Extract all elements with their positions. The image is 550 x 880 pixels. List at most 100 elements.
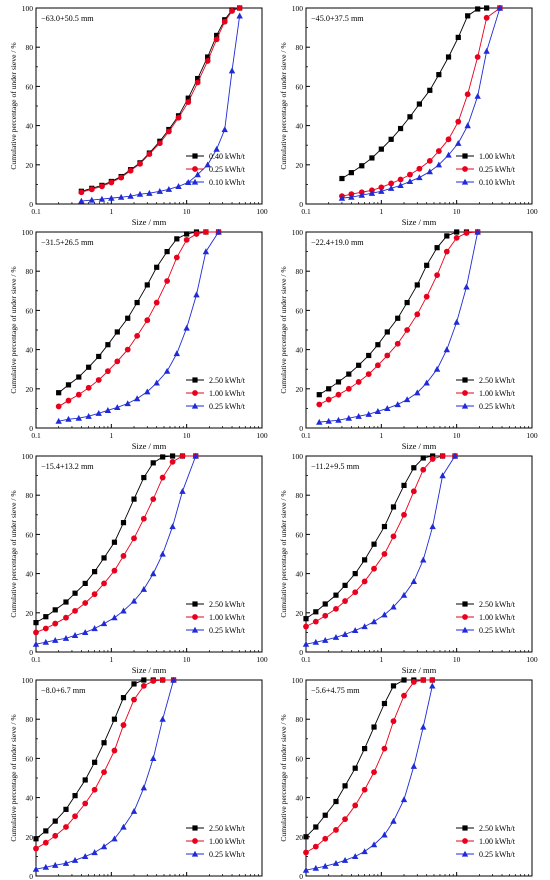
data-point — [333, 605, 339, 612]
data-point — [72, 793, 78, 799]
data-point — [429, 682, 436, 689]
legend-entry: 0.25 kWh/t — [209, 850, 246, 859]
legend-marker — [462, 390, 468, 396]
data-point — [111, 614, 118, 621]
data-point — [170, 676, 177, 683]
data-point — [464, 122, 471, 129]
panel-title: −63.0+50.5 mm — [41, 14, 94, 23]
y-tick-label: 0 — [29, 424, 33, 433]
data-point — [144, 317, 151, 324]
panel-title: −45.0+37.5 mm — [311, 14, 364, 23]
data-point — [465, 13, 471, 19]
data-point — [32, 640, 40, 647]
y-tick-label: 0 — [299, 872, 303, 880]
data-point — [95, 410, 102, 416]
data-point — [332, 634, 340, 640]
legend-marker — [192, 153, 198, 159]
legend-entry: 0.25 kWh/t — [479, 165, 516, 174]
data-point — [91, 786, 98, 793]
data-point — [423, 379, 430, 386]
panel-title: −5.6+4.75 mm — [311, 686, 360, 695]
data-point — [316, 401, 323, 408]
data-point — [430, 453, 436, 459]
y-tick-label: 100 — [22, 228, 34, 237]
y-tick-label: 0 — [299, 648, 303, 657]
data-point — [453, 318, 460, 325]
data-point — [407, 114, 413, 120]
plot-frame — [305, 231, 533, 429]
data-point — [463, 230, 470, 236]
data-point — [205, 54, 211, 60]
data-point — [185, 99, 192, 105]
data-point — [159, 677, 166, 683]
legend-marker — [192, 390, 198, 396]
data-point — [414, 389, 421, 396]
y-axis-label: Cumulative percentage of under sieve / % — [9, 490, 18, 618]
data-point — [98, 195, 106, 202]
y-tick-label: 80 — [26, 491, 34, 500]
legend: 2.50 kWh/t 1.00 kWh/t 0.25 kWh/t — [456, 824, 516, 859]
data-point — [33, 629, 39, 636]
y-axis-label: Cumulative percentage of under sieve / % — [279, 266, 288, 394]
legend-entry: 0.40 kWh/t — [209, 152, 246, 161]
data-point — [101, 555, 107, 561]
data-point — [411, 465, 417, 471]
data-point — [445, 54, 452, 60]
y-tick-label: 100 — [292, 452, 304, 461]
data-point — [75, 391, 82, 398]
data-point — [140, 784, 148, 791]
data-point — [204, 58, 211, 64]
data-point — [159, 715, 166, 722]
data-point — [338, 194, 346, 201]
data-point — [342, 598, 348, 604]
x-tick-label: 100 — [256, 431, 268, 440]
y-tick-label: 20 — [296, 161, 304, 170]
x-tick-label: 0.1 — [31, 431, 41, 440]
data-point — [332, 859, 340, 866]
y-tick-label: 20 — [26, 833, 34, 842]
y-tick-label: 60 — [26, 306, 34, 315]
y-tick-label: 0 — [29, 200, 33, 209]
data-point — [390, 504, 397, 510]
data-point — [352, 853, 359, 859]
panel-title: −11.2+9.5 mm — [311, 462, 360, 471]
data-point — [303, 616, 309, 622]
data-point — [400, 796, 408, 803]
data-point — [371, 565, 377, 572]
data-point — [455, 34, 461, 40]
data-point — [88, 196, 95, 203]
data-point — [375, 342, 381, 348]
data-point — [361, 578, 368, 585]
data-point — [394, 340, 401, 347]
data-point — [221, 18, 228, 25]
data-point — [355, 379, 362, 385]
y-tick-label: 100 — [292, 676, 304, 685]
series-1 — [303, 677, 435, 840]
y-axis-label: Cumulative percentage of under sieve / % — [9, 266, 18, 394]
data-point — [395, 315, 401, 321]
data-point — [483, 14, 490, 21]
data-point — [52, 620, 59, 627]
data-point — [114, 329, 120, 335]
data-point — [52, 861, 59, 868]
data-point — [141, 474, 147, 481]
data-point — [420, 723, 427, 730]
legend-entry: 0.10 kWh/t — [479, 178, 516, 187]
data-point — [381, 831, 388, 838]
x-tick-label: 100 — [526, 431, 538, 440]
data-point — [111, 716, 118, 722]
data-point — [42, 625, 49, 632]
data-point — [434, 245, 440, 251]
data-point — [362, 746, 368, 752]
data-point — [85, 384, 92, 391]
y-tick-label: 20 — [296, 609, 304, 618]
data-point — [313, 609, 319, 615]
data-point — [322, 835, 329, 842]
x-tick-label: 0.1 — [31, 655, 41, 664]
data-point — [52, 818, 58, 824]
data-point — [221, 126, 228, 133]
chart-panel-4: 0 20 40 60 80 100 0.1 1 10 100 Size / mm Cumulative… — [279, 228, 538, 451]
data-point — [163, 367, 171, 374]
data-point — [105, 342, 111, 348]
plot-frame — [35, 7, 263, 205]
